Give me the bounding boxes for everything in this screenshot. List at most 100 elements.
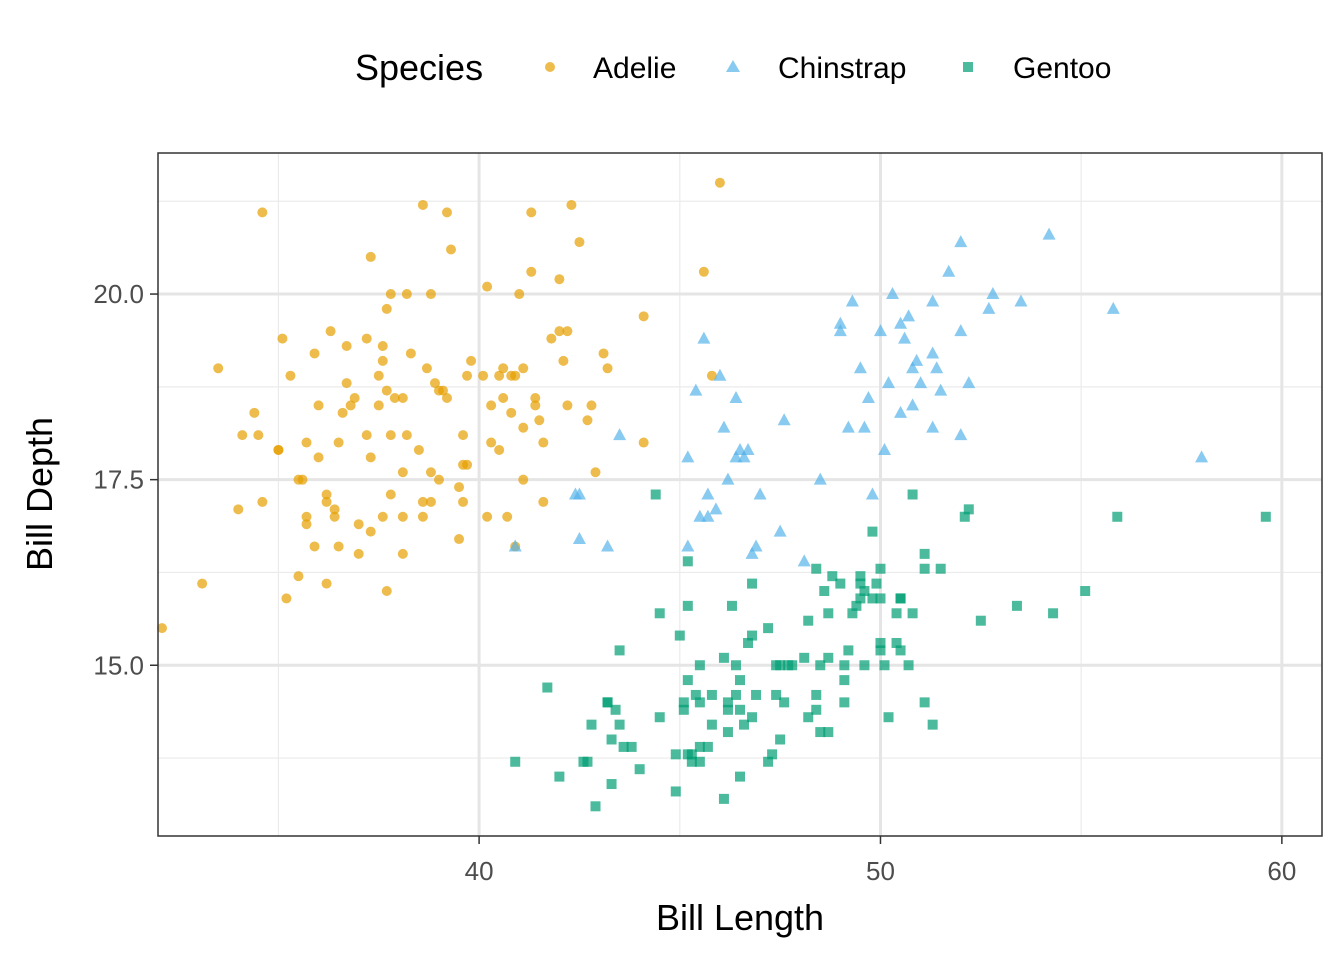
point-gentoo: [811, 563, 822, 574]
point-adelie: [446, 244, 457, 255]
point-gentoo: [839, 675, 850, 686]
point-adelie: [285, 370, 296, 381]
point-chinstrap: [613, 428, 627, 441]
point-adelie: [554, 326, 565, 337]
point-adelie: [341, 378, 352, 389]
point-adelie: [478, 370, 489, 381]
point-adelie: [562, 326, 573, 337]
point-gentoo: [1048, 608, 1059, 619]
point-adelie: [337, 407, 348, 418]
point-adelie: [510, 370, 521, 381]
point-gentoo: [682, 600, 693, 611]
point-adelie: [562, 400, 573, 411]
point-gentoo: [799, 652, 810, 663]
point-adelie: [514, 289, 525, 300]
point-chinstrap: [853, 361, 867, 374]
point-gentoo: [835, 578, 846, 589]
point-adelie: [381, 303, 392, 314]
point-adelie: [301, 511, 312, 522]
point-adelie: [377, 511, 388, 522]
point-adelie: [293, 571, 304, 582]
point-gentoo: [1080, 586, 1091, 597]
point-gentoo: [735, 771, 745, 782]
point-gentoo: [650, 489, 661, 500]
legend-label-gentoo: Gentoo: [1013, 52, 1111, 85]
point-adelie: [377, 341, 388, 352]
point-gentoo: [815, 660, 826, 671]
point-gentoo: [895, 645, 906, 656]
point-chinstrap: [572, 487, 586, 500]
legend-key-chinstrap: [726, 60, 740, 72]
point-adelie: [309, 348, 320, 359]
point-gentoo: [871, 578, 882, 589]
point-adelie: [582, 415, 593, 426]
point-adelie: [365, 452, 376, 463]
point-gentoo: [718, 652, 729, 663]
point-gentoo: [682, 556, 693, 567]
point-gentoo: [735, 675, 745, 686]
point-gentoo: [618, 741, 629, 752]
point-adelie: [530, 392, 541, 403]
point-gentoo: [582, 756, 593, 767]
y-axis-ticks: 15.0 17.5 20.0: [93, 279, 158, 680]
point-gentoo: [855, 571, 866, 582]
point-gentoo: [686, 756, 697, 767]
point-gentoo: [963, 504, 974, 515]
point-chinstrap: [813, 472, 827, 485]
point-adelie: [301, 437, 312, 448]
point-adelie: [482, 281, 493, 292]
point-gentoo: [694, 697, 705, 708]
point-gentoo: [1011, 600, 1022, 611]
x-tick-label: 40: [465, 856, 494, 886]
point-chinstrap: [982, 301, 996, 314]
point-adelie: [397, 467, 408, 478]
point-gentoo: [875, 645, 886, 656]
y-tick-label: 15.0: [93, 650, 144, 680]
point-gentoo: [839, 660, 850, 671]
legend: Species Adelie Chinstrap Gentoo: [355, 47, 1111, 88]
point-adelie: [425, 496, 436, 507]
point-chinstrap: [721, 472, 735, 485]
point-gentoo: [811, 704, 822, 715]
point-gentoo: [875, 563, 886, 574]
point-adelie: [321, 496, 332, 507]
point-adelie: [558, 355, 569, 366]
point-gentoo: [670, 786, 681, 797]
point-adelie: [417, 511, 428, 522]
legend-label-adelie: Adelie: [593, 52, 676, 85]
point-chinstrap: [833, 316, 847, 329]
point-gentoo: [839, 697, 850, 708]
point-adelie: [333, 541, 344, 552]
point-adelie: [325, 326, 336, 337]
point-gentoo: [610, 704, 621, 715]
point-adelie: [417, 199, 428, 210]
point-chinstrap: [841, 420, 855, 433]
point-gentoo: [875, 593, 886, 604]
point-chinstrap: [697, 331, 711, 344]
point-gentoo: [682, 675, 693, 686]
x-tick-label: 50: [866, 856, 895, 886]
point-adelie: [454, 534, 465, 545]
x-axis-ticks: 40 50 60: [465, 836, 1296, 886]
point-gentoo: [767, 749, 778, 760]
legend-title: Species: [355, 47, 483, 88]
point-adelie: [437, 385, 448, 396]
point-chinstrap: [986, 287, 1000, 300]
point-chinstrap: [902, 309, 916, 322]
point-adelie: [530, 400, 541, 411]
point-gentoo: [891, 637, 902, 648]
y-axis-title: Bill Depth: [19, 417, 60, 571]
point-gentoo: [1112, 511, 1123, 522]
point-gentoo: [959, 511, 970, 522]
point-adelie: [389, 392, 400, 403]
point-gentoo: [554, 771, 565, 782]
point-chinstrap: [861, 390, 875, 403]
point-adelie: [417, 496, 428, 507]
point-gentoo: [907, 489, 918, 500]
point-chinstrap: [1106, 301, 1120, 314]
point-adelie: [554, 274, 565, 285]
point-adelie: [518, 422, 529, 433]
point-adelie: [518, 474, 529, 485]
point-chinstrap: [753, 487, 767, 500]
point-chinstrap: [857, 420, 871, 433]
